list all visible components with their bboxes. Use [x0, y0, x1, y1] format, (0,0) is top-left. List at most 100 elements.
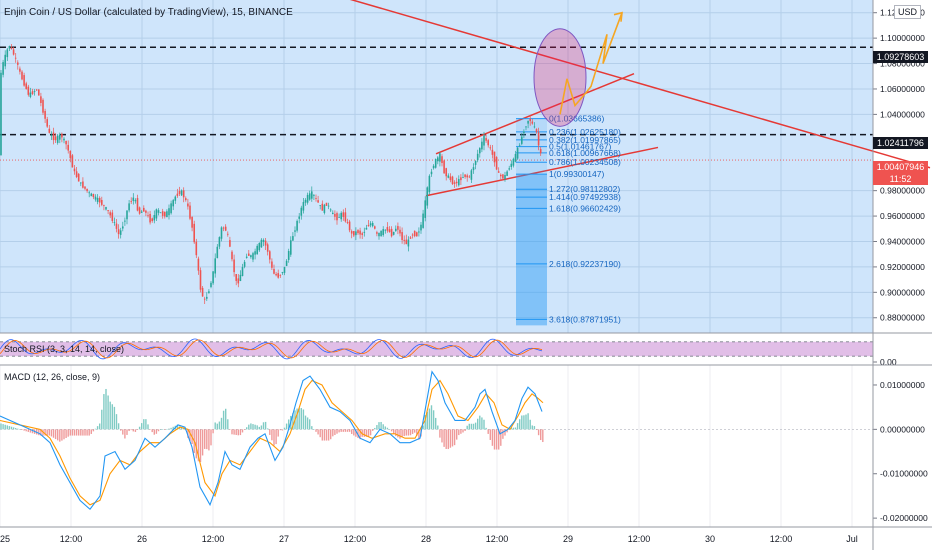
candle [262, 238, 265, 247]
currency-label[interactable]: USD [894, 5, 922, 19]
candle-body [203, 298, 206, 300]
price-tick-label: 1.06000000 [880, 84, 925, 94]
candle [508, 165, 510, 171]
candle [504, 171, 506, 182]
candle [180, 189, 183, 197]
candle [8, 45, 11, 52]
macd-histogram-bar [359, 429, 361, 440]
candle [216, 244, 219, 259]
macd-histogram-bar [304, 415, 307, 430]
candle-body [14, 57, 17, 59]
macd-histogram-bar [23, 429, 25, 431]
price-scale[interactable]: 1.120000001.100000001.080000001.06000000… [873, 8, 928, 523]
macd-histogram-bar [464, 429, 466, 431]
macd-histogram-bar [430, 405, 433, 430]
fibonacci-extension-tool[interactable]: 0(1.03665386) 0.236(1.02625180)0.382(1.01… [516, 114, 621, 326]
candle [166, 209, 168, 218]
stoch-k-line [0, 338, 543, 360]
macd-histogram-bar [527, 413, 529, 430]
candle-body [432, 165, 435, 169]
candle-body [348, 221, 351, 231]
macd-histogram-bar [338, 429, 340, 433]
stoch-rsi-label[interactable]: Stoch RSI (3, 3, 14, 14, close) [4, 344, 125, 354]
candle [130, 197, 132, 205]
candle [231, 250, 233, 262]
candle-body [422, 213, 424, 228]
candle-body [187, 203, 189, 207]
candle [149, 210, 151, 225]
candle-body [31, 91, 34, 94]
candle-body [329, 209, 332, 211]
trendline [435, 73, 635, 155]
candle-body [514, 154, 517, 162]
candle-body [266, 244, 269, 252]
candle [388, 226, 391, 233]
candle [128, 200, 130, 213]
candle-body [67, 144, 69, 151]
candle [380, 230, 382, 237]
current-price-tag: 1.00407946 11:52 [873, 161, 928, 185]
macd-histogram-bar [73, 429, 76, 436]
candle [378, 232, 380, 240]
candle [264, 238, 267, 251]
candle-body [10, 47, 13, 49]
macd-histogram-bar [512, 427, 515, 430]
candle-body [504, 175, 506, 180]
candle [403, 235, 405, 245]
macd-histogram-bar [437, 425, 439, 430]
candle-body [212, 271, 214, 284]
candle-body [481, 141, 483, 150]
macd-histogram-bar [6, 425, 8, 430]
trendline-layer[interactable] [0, 0, 931, 197]
macd-histogram-bar [300, 408, 302, 430]
macd-histogram-bar [264, 421, 267, 430]
candle [178, 186, 181, 196]
candle [342, 209, 345, 221]
candle [338, 213, 340, 218]
candle [493, 151, 496, 167]
candle [464, 174, 466, 179]
candle-body [523, 131, 525, 134]
candle [239, 270, 242, 282]
candle-body [388, 229, 391, 233]
candle [533, 122, 536, 129]
candle [6, 47, 9, 62]
candle [109, 210, 111, 219]
candle-body [140, 211, 143, 213]
candle [248, 249, 250, 256]
macd-histogram-bar [214, 422, 216, 430]
candle-body [147, 215, 149, 217]
candle [206, 292, 208, 302]
macd-label[interactable]: MACD (12, 26, close, 9) [4, 372, 101, 382]
time-tick-label: 12:00 [60, 534, 83, 544]
macd-histogram-bar [369, 429, 372, 436]
macd-histogram-bar [283, 427, 286, 430]
macd-histogram-bar [298, 408, 300, 430]
candle [428, 174, 431, 195]
time-tick-label: 12:00 [770, 534, 793, 544]
symbol-title[interactable]: Enjin Coin / US Dollar (calculated by Tr… [4, 7, 293, 18]
candle [445, 167, 447, 181]
candle [25, 81, 27, 90]
forecast-drawing[interactable] [533, 11, 623, 127]
candle [241, 263, 244, 277]
time-tick-label: 12:00 [628, 534, 651, 544]
candle-body [241, 267, 244, 277]
fib-level-label: 0(1.03665386) [549, 114, 604, 124]
candle-body [407, 239, 410, 247]
fib-level-label: 0.236(1.02625180) [549, 127, 621, 137]
stoch-d-line [0, 339, 543, 359]
macd-histogram-bar [252, 424, 254, 430]
candle [157, 208, 160, 216]
candle-body [113, 222, 116, 223]
candle-body [308, 193, 311, 200]
candle [189, 201, 191, 221]
macd-histogram-bar [44, 429, 46, 436]
time-scale[interactable]: 25 12:00 26 12:00 27 12:00 28 12:00 29 12:00 30 12:… [0, 534, 858, 544]
fib-level-label: 3.618(0.87871951) [549, 314, 621, 324]
candle [416, 231, 418, 237]
macd-histogram-bar [317, 429, 319, 435]
macd-histogram-bar [107, 395, 109, 430]
candle-body [306, 194, 309, 203]
